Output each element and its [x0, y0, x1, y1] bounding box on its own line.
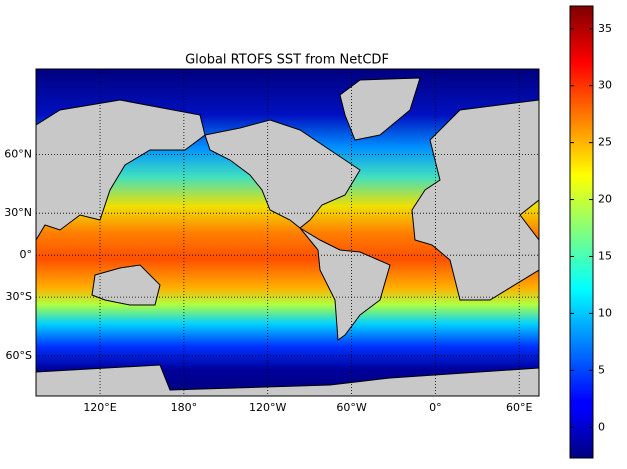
lon-label: 60°W [336, 401, 366, 414]
map-frame [35, 68, 540, 397]
greenland [339, 77, 421, 141]
lat-label: 60°N [4, 148, 32, 161]
lon-label: 120°E [83, 401, 116, 414]
land [36, 77, 539, 396]
colorbar-label: 30 [598, 79, 612, 92]
australia [91, 264, 161, 306]
lon-label: 0° [429, 401, 442, 414]
europe-africa [411, 99, 539, 301]
lat-label: 0° [20, 248, 33, 261]
map [36, 69, 539, 396]
colorbar [569, 5, 594, 459]
colorbar-label: 5 [598, 363, 605, 376]
lon-label: 60°E [506, 401, 532, 414]
colorbar-label: 35 [598, 22, 612, 35]
asia [36, 99, 206, 241]
colorbar-label: 15 [598, 249, 612, 262]
colorbar-label: 0 [598, 420, 605, 433]
lon-label: 180° [171, 401, 198, 414]
lat-label: 30°N [4, 206, 32, 219]
map-title: Global RTOFS SST from NetCDF [185, 53, 389, 68]
colorbar-label: 25 [598, 136, 612, 149]
colorbar-label: 20 [598, 193, 612, 206]
antarctica [36, 364, 539, 396]
south-america [299, 227, 391, 341]
north-america [204, 119, 361, 229]
lat-label: 30°S [6, 290, 32, 303]
colorbar-label: 10 [598, 306, 612, 319]
lon-label: 120°W [249, 401, 286, 414]
lat-label: 60°S [6, 349, 32, 362]
